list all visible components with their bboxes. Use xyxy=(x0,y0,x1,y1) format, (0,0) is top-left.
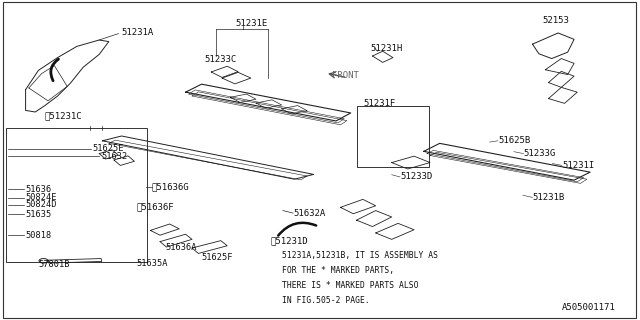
Text: 51231A,51231B, IT IS ASSEMBLY AS: 51231A,51231B, IT IS ASSEMBLY AS xyxy=(282,251,438,260)
Text: 51231I: 51231I xyxy=(562,161,594,170)
Text: 51231E: 51231E xyxy=(236,19,268,28)
Text: 51625B: 51625B xyxy=(498,136,530,145)
Text: FOR THE * MARKED PARTS,: FOR THE * MARKED PARTS, xyxy=(282,266,394,275)
Text: 51233G: 51233G xyxy=(524,149,556,158)
Text: A505001171: A505001171 xyxy=(562,303,616,312)
Bar xyxy=(6,128,147,262)
Text: 51636: 51636 xyxy=(26,185,52,194)
Text: 51635A: 51635A xyxy=(136,260,168,268)
Text: ※51231D: ※51231D xyxy=(270,236,308,245)
Text: ※51231C: ※51231C xyxy=(45,112,83,121)
Text: THERE IS * MARKED PARTS ALSO: THERE IS * MARKED PARTS ALSO xyxy=(282,281,418,290)
Text: 50824E: 50824E xyxy=(26,193,57,202)
Text: 51632A: 51632A xyxy=(293,209,325,218)
Text: ※51636G: ※51636G xyxy=(152,183,189,192)
Text: 51625E: 51625E xyxy=(93,144,124,153)
Text: 51625F: 51625F xyxy=(202,253,233,262)
Text: 51233D: 51233D xyxy=(400,172,432,181)
Text: 51636A: 51636A xyxy=(165,243,196,252)
Text: 51635: 51635 xyxy=(26,210,52,219)
Text: 51231H: 51231H xyxy=(370,44,402,53)
Text: 50824D: 50824D xyxy=(26,200,57,209)
Text: IN FIG.505-2 PAGE.: IN FIG.505-2 PAGE. xyxy=(282,296,369,305)
Text: 57801B: 57801B xyxy=(38,260,70,269)
Text: 51233C: 51233C xyxy=(205,55,237,64)
Text: 52153: 52153 xyxy=(543,16,570,25)
Text: FRONT: FRONT xyxy=(332,71,358,80)
Bar xyxy=(357,106,429,167)
Text: 51231B: 51231B xyxy=(532,193,564,202)
Text: 51632: 51632 xyxy=(101,152,127,161)
Text: 51231F: 51231F xyxy=(364,99,396,108)
Text: 51231A: 51231A xyxy=(122,28,154,37)
Text: ※51636F: ※51636F xyxy=(136,202,174,211)
Text: 50818: 50818 xyxy=(26,231,52,240)
